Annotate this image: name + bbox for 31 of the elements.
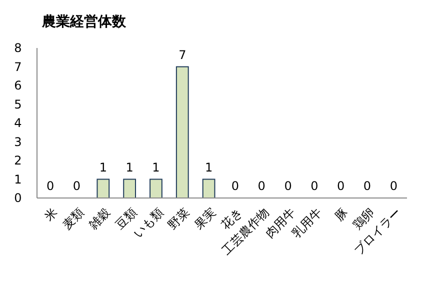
data-label: 0	[337, 179, 345, 193]
x-tick-label: 麦類	[60, 205, 87, 232]
x-tick-label: 豆類	[112, 205, 140, 232]
data-label: 0	[258, 179, 266, 193]
chart-title: 農業経営体数	[41, 14, 127, 30]
x-tick-label: 野菜	[165, 205, 192, 232]
y-tick-label: 5	[14, 97, 22, 112]
y-tick-label: 2	[14, 154, 22, 168]
data-label: 1	[204, 160, 213, 174]
data-label: 0	[363, 179, 372, 193]
data-label: 0	[284, 179, 292, 193]
x-tick-label: 果実	[192, 205, 219, 232]
x-tick-label: 豚	[332, 205, 351, 224]
y-tick-label: 3	[14, 134, 22, 149]
x-tick-label: 米	[42, 205, 60, 224]
y-tick-label: 1	[14, 172, 22, 186]
data-label: 0	[72, 179, 81, 193]
data-label: 1	[152, 160, 160, 174]
y-tick-label: 0	[14, 191, 22, 205]
data-label: 0	[231, 179, 240, 193]
x-tick-label: 雑穀	[86, 205, 114, 232]
y-tick-label: 8	[14, 41, 22, 55]
data-label: 1	[99, 160, 107, 174]
data-label: 0	[310, 179, 318, 193]
data-label: 1	[126, 160, 134, 174]
y-tick-label: 4	[14, 116, 22, 130]
data-label: 7	[178, 48, 186, 62]
y-tick-label: 7	[14, 60, 22, 74]
data-label: 0	[390, 179, 398, 193]
data-label: 0	[46, 179, 54, 193]
y-tick-label: 6	[14, 78, 22, 92]
